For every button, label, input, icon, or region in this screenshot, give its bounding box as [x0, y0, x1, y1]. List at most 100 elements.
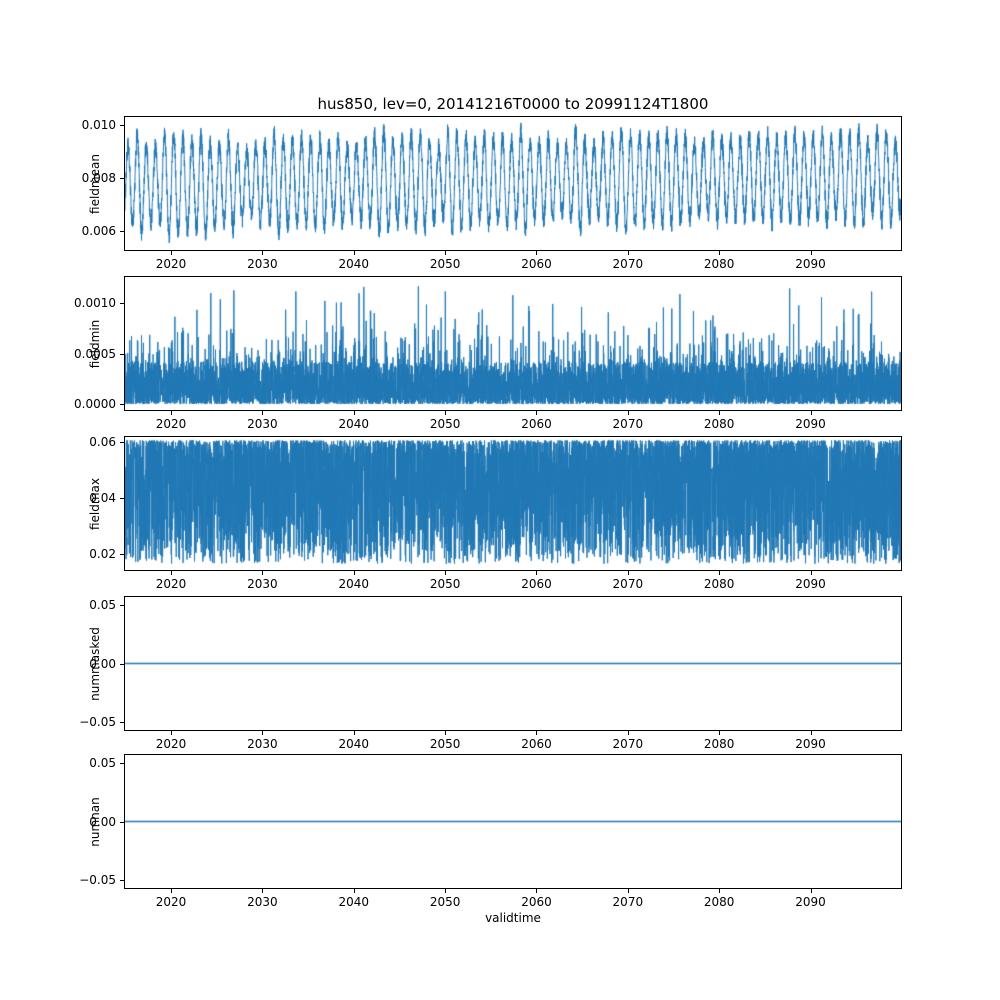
- y-tick-mark: [120, 178, 124, 180]
- x-tick-label: 2060: [521, 737, 552, 751]
- x-tick-mark: [171, 731, 173, 735]
- x-tick-mark: [719, 411, 721, 415]
- x-tick-label: 2090: [795, 895, 826, 909]
- x-tick-mark: [536, 411, 538, 415]
- y-tick-mark: [120, 231, 124, 232]
- x-tick-mark: [171, 571, 173, 575]
- x-tick-label: 2020: [155, 417, 187, 431]
- x-tick-label: 2060: [521, 257, 552, 271]
- x-tick-label: 2090: [795, 577, 826, 591]
- x-tick-mark: [627, 571, 629, 575]
- y-tick-label: 0.006: [81, 224, 116, 238]
- x-tick-label: 2080: [703, 417, 735, 431]
- x-tick-mark: [353, 731, 355, 735]
- x-tick-label: 2070: [612, 895, 644, 909]
- y-tick-label: 0.00: [89, 814, 116, 829]
- x-tick-label: 2090: [795, 417, 826, 431]
- x-tick-label: 2020: [155, 737, 187, 751]
- x-tick-label: 2040: [338, 257, 370, 271]
- x-tick-label: 2090: [795, 737, 826, 751]
- x-tick-mark: [627, 411, 629, 415]
- y-tick-label: 0.04: [89, 490, 116, 505]
- fieldmin-plot-canvas: [125, 277, 901, 410]
- x-tick-mark: [445, 411, 447, 415]
- x-tick-mark: [627, 889, 629, 893]
- x-tick-mark: [262, 411, 264, 415]
- x-tick-label: 2050: [429, 895, 461, 909]
- subplot-nummasked: [124, 596, 902, 731]
- x-tick-mark: [262, 571, 264, 575]
- x-tick-label: 2040: [338, 737, 370, 751]
- x-axis-label: validtime: [485, 911, 541, 925]
- x-tick-mark: [171, 889, 173, 893]
- y-tick-mark: [120, 663, 124, 665]
- x-tick-label: 2040: [338, 577, 370, 591]
- x-tick-mark: [719, 731, 721, 735]
- x-tick-mark: [810, 731, 812, 735]
- x-tick-label: 2080: [703, 737, 735, 751]
- x-tick-label: 2090: [795, 257, 826, 271]
- x-tick-mark: [445, 571, 447, 575]
- y-tick-mark: [120, 605, 124, 607]
- x-tick-mark: [719, 251, 721, 255]
- x-tick-label: 2080: [703, 895, 735, 909]
- y-tick-label: 0.00: [89, 656, 116, 671]
- x-tick-mark: [171, 411, 173, 415]
- x-tick-mark: [536, 889, 538, 893]
- nummasked-plot-canvas: [125, 597, 901, 730]
- y-tick-label: 0.05: [89, 598, 116, 613]
- figure-title: hus850, lev=0, 20141216T0000 to 20991124…: [317, 95, 709, 113]
- x-tick-label: 2020: [155, 577, 187, 591]
- y-tick-mark: [120, 554, 124, 555]
- x-tick-mark: [353, 251, 355, 255]
- x-tick-label: 2030: [247, 417, 278, 431]
- y-tick-label: −0.05: [79, 714, 116, 729]
- x-tick-mark: [262, 889, 264, 893]
- x-tick-mark: [353, 411, 355, 415]
- subplot-fieldmax: [124, 436, 902, 571]
- x-tick-label: 2050: [429, 257, 461, 271]
- x-tick-mark: [536, 731, 538, 735]
- x-tick-label: 2060: [521, 895, 552, 909]
- x-tick-label: 2040: [338, 417, 370, 431]
- x-tick-label: 2080: [703, 577, 735, 591]
- x-tick-label: 2060: [521, 417, 552, 431]
- x-tick-label: 2040: [338, 895, 370, 909]
- x-tick-mark: [536, 571, 538, 575]
- x-tick-label: 2030: [247, 737, 278, 751]
- y-tick-label: 0.010: [81, 118, 116, 133]
- x-tick-mark: [810, 251, 812, 255]
- y-tick-mark: [120, 303, 124, 305]
- y-tick-mark: [120, 497, 124, 499]
- y-tick-label: 0.0005: [74, 346, 116, 361]
- x-tick-mark: [536, 251, 538, 255]
- x-tick-label: 2030: [247, 577, 278, 591]
- x-tick-label: 2030: [247, 257, 278, 271]
- x-tick-mark: [262, 731, 264, 735]
- x-tick-mark: [719, 571, 721, 575]
- y-tick-label: 0.02: [89, 547, 116, 561]
- x-tick-label: 2070: [612, 417, 644, 431]
- y-tick-label: 0.008: [81, 171, 116, 186]
- y-tick-mark: [120, 441, 124, 443]
- fieldmax-plot-canvas: [125, 437, 901, 570]
- y-tick-label: 0.0010: [74, 296, 116, 311]
- fieldmean-plot-canvas: [125, 117, 901, 250]
- x-tick-mark: [810, 571, 812, 575]
- x-tick-mark: [445, 731, 447, 735]
- y-tick-mark: [120, 403, 124, 405]
- subplot-fieldmin: [124, 276, 902, 411]
- y-tick-mark: [120, 879, 124, 881]
- x-tick-label: 2070: [612, 737, 644, 751]
- numnan-plot-canvas: [125, 755, 901, 888]
- x-tick-label: 2020: [155, 257, 187, 271]
- y-tick-mark: [120, 721, 124, 723]
- x-tick-mark: [627, 731, 629, 735]
- x-tick-mark: [810, 889, 812, 893]
- y-tick-mark: [120, 353, 124, 355]
- x-tick-label: 2050: [429, 577, 461, 591]
- subplot-fieldmean: [124, 116, 902, 251]
- y-tick-mark: [120, 821, 124, 823]
- y-tick-label: 0.05: [89, 756, 116, 771]
